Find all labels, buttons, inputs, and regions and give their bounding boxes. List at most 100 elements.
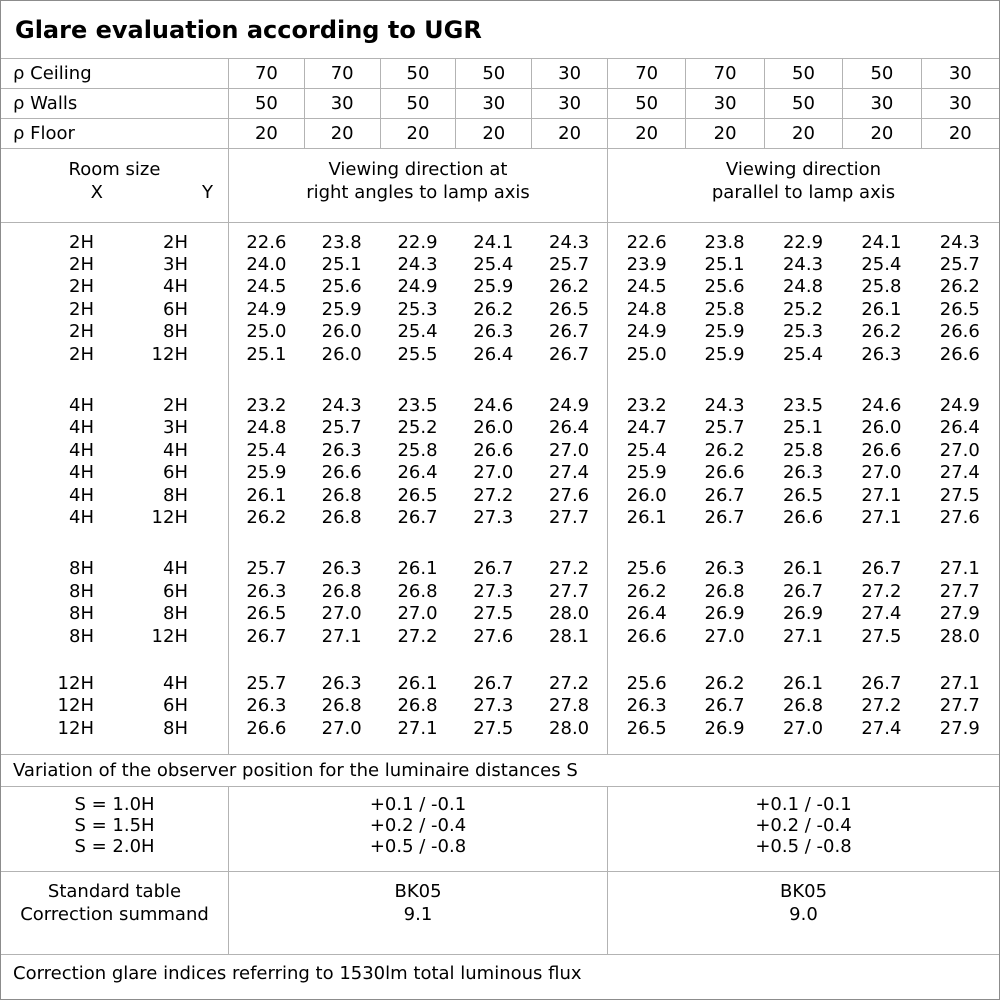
standard-table-label: Standard table (47, 881, 182, 902)
ugr-value: 26.6 (606, 624, 685, 648)
ugr-value: 28.0 (549, 603, 590, 625)
reflectance-value: 30 (920, 89, 999, 118)
ugr-value: 26.7 (549, 321, 590, 343)
ugr-value: 23.8 (704, 231, 745, 253)
ugr-row: 12H 8H 26.6 27.0 27.1 27.5 28.0 26.5 26.9 27.0 27.… (1, 717, 999, 740)
ugr-value: 24.9 (228, 298, 304, 321)
ugr-value: 27.2 (549, 558, 590, 580)
ugr-value: 26.2 (939, 276, 980, 298)
standard-table-value: BK05 (394, 881, 442, 902)
ugr-value: 27.7 (549, 580, 590, 602)
ugr-value: 27.6 (549, 484, 590, 506)
ugr-value: 26.1 (782, 558, 824, 580)
ugr-value: 27.0 (939, 439, 980, 461)
s-values-parallel: +0.1 / -0.1 +0.2 / -0.4 +0.5 / -0.8 (607, 787, 999, 871)
ugr-row: 4H 3H 24.8 25.7 25.2 26.0 26.4 24.7 25.7 25.1 26.0… (1, 416, 999, 440)
ugr-value: 27.4 (861, 603, 902, 625)
ugr-value: 25.8 (861, 276, 902, 298)
reflectance-value: 20 (379, 119, 456, 148)
ugr-value: 26.7 (704, 484, 745, 506)
room-x: 2H (69, 254, 94, 276)
room-x: 4H (69, 462, 94, 484)
ugr-value: 24.3 (397, 254, 438, 276)
ugr-value: 24.7 (606, 416, 685, 440)
ugr-value: 25.7 (549, 254, 590, 276)
ugr-value: 26.2 (606, 580, 685, 603)
spacer-cell (1, 647, 228, 672)
ugr-value: 26.4 (473, 343, 514, 365)
correction-summand-value: 9.1 (403, 904, 433, 925)
s-value: +0.5 / -0.8 (369, 836, 467, 857)
ugr-value: 24.3 (939, 231, 980, 253)
reflectance-value: 50 (842, 59, 920, 88)
ugr-value: 25.3 (782, 321, 824, 343)
ugr-value: 27.9 (939, 717, 980, 739)
ugr-value: 25.8 (397, 439, 438, 461)
spacer-row (1, 528, 999, 558)
ugr-value: 27.2 (861, 580, 902, 602)
ugr-value: 24.9 (606, 320, 685, 343)
group1-title-line1: Viewing direction at (328, 159, 508, 180)
ugr-value: 26.3 (228, 694, 304, 718)
room-y: 12H (151, 625, 188, 647)
reflectance-value: 20 (606, 119, 685, 148)
ugr-value: 23.8 (321, 231, 362, 253)
ugr-value: 25.8 (704, 298, 745, 320)
x-column-header: X (90, 182, 103, 203)
ugr-value: 27.0 (782, 717, 824, 739)
ugr-value: 26.1 (397, 558, 438, 580)
reflectance-value: 50 (763, 59, 842, 88)
room-x: 2H (69, 231, 94, 253)
reflectance-value: 50 (763, 89, 842, 118)
ugr-value: 24.6 (861, 395, 902, 417)
reflectance-value: 30 (685, 89, 763, 118)
ugr-value: 24.8 (606, 298, 685, 321)
ugr-value: 26.6 (228, 717, 304, 740)
ugr-value: 27.5 (939, 484, 980, 506)
page-title: Glare evaluation according to UGR (1, 1, 999, 59)
ugr-value: 27.2 (397, 625, 438, 647)
room-x: 12H (57, 717, 94, 739)
ugr-value: 25.6 (606, 672, 685, 695)
ugr-value: 27.1 (861, 484, 902, 506)
ugr-row: 12H 4H 25.7 26.3 26.1 26.7 27.2 25.6 26.2 26.1 26.… (1, 672, 999, 695)
group-header-right-angles: Viewing direction at right angles to lam… (228, 149, 607, 222)
ugr-value: 26.3 (321, 558, 362, 580)
s-variation-section: S = 1.0H S = 1.5H S = 2.0H +0.1 / -0.1 +… (1, 787, 999, 872)
ugr-value: 25.0 (228, 320, 304, 343)
ugr-value: 27.8 (549, 695, 590, 717)
reflectance-value: 70 (303, 59, 380, 88)
ugr-value: 25.5 (397, 343, 438, 365)
ugr-value: 25.9 (606, 461, 685, 484)
reflectance-label: ρ Floor (13, 123, 75, 144)
ugr-value: 26.4 (397, 462, 438, 484)
spacer-cell (607, 528, 999, 558)
ugr-value: 24.6 (473, 395, 514, 417)
room-x: 4H (69, 484, 94, 506)
room-x: 12H (57, 672, 94, 694)
ugr-value: 24.1 (473, 231, 514, 253)
ugr-row: 2H 8H 25.0 26.0 25.4 26.3 26.7 24.9 25.9 25.3 26.2… (1, 320, 999, 343)
ugr-value: 27.4 (939, 462, 980, 484)
ugr-row: 8H 12H 26.7 27.1 27.2 27.6 28.1 26.6 27.0 27.1 27.… (1, 624, 999, 648)
ugr-value: 26.9 (704, 603, 745, 625)
ugr-value: 22.6 (228, 231, 304, 254)
reflectance-value: 70 (606, 59, 685, 88)
room-x: 12H (57, 695, 94, 717)
ugr-value: 26.3 (321, 439, 362, 461)
standard-table-value: BK05 (779, 881, 828, 902)
ugr-value: 26.4 (939, 417, 980, 439)
ugr-value: 26.8 (321, 506, 362, 528)
ugr-value: 24.8 (228, 416, 304, 440)
s-value: +0.1 / -0.1 (369, 794, 467, 815)
ugr-value: 24.3 (704, 395, 745, 417)
ugr-value: 26.8 (321, 580, 362, 602)
ugr-value: 26.6 (939, 343, 980, 365)
s-label: S = 1.0H (74, 794, 155, 815)
ugr-value: 27.5 (473, 717, 514, 739)
s-labels: S = 1.0H S = 1.5H S = 2.0H (1, 787, 228, 871)
ugr-row: 4H 2H 23.2 24.3 23.5 24.6 24.9 23.2 24.3 23.5 24.6… (1, 394, 999, 417)
ugr-value: 27.1 (782, 625, 824, 647)
ugr-value: 26.8 (704, 580, 745, 602)
ugr-value: 26.7 (704, 695, 745, 717)
